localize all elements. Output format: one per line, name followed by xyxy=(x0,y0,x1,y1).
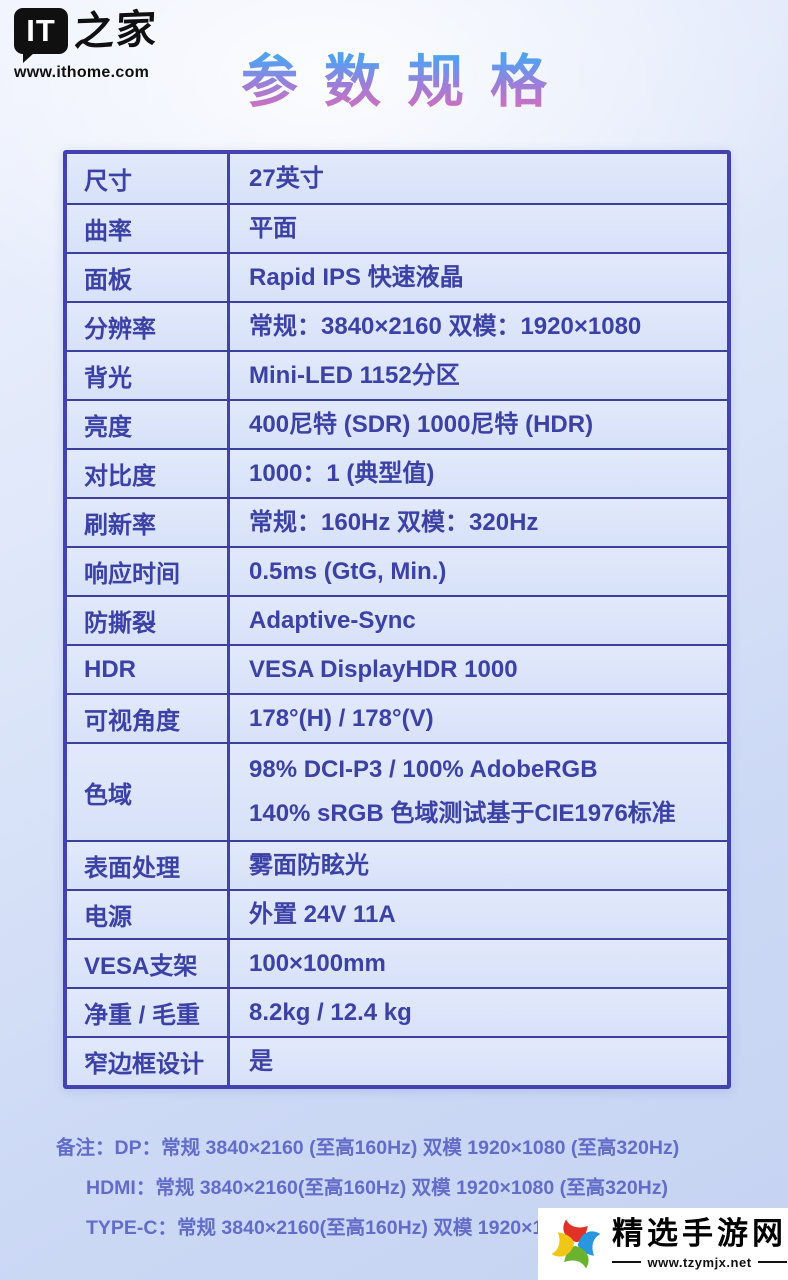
footnote-line: HDMI：常规 3840×2160(至高160Hz) 双模 1920×1080 … xyxy=(86,1177,669,1199)
table-row: 对比度 1000：1 (典型值) xyxy=(67,448,727,497)
spec-value: 27英寸 xyxy=(249,164,324,192)
spec-label: 窄边框设计 xyxy=(67,1038,230,1085)
watermark-site-url: www.tzymjx.net xyxy=(647,1254,752,1270)
watermark-dash-left xyxy=(612,1261,642,1264)
spec-label: 响应时间 xyxy=(67,548,230,595)
spec-label: 防撕裂 xyxy=(67,597,230,644)
spec-value: Adaptive-Sync xyxy=(249,606,416,634)
pinwheel-logo-icon xyxy=(551,1219,601,1269)
spec-value: 雾面防眩光 xyxy=(249,851,369,879)
spec-value: 400尼特 (SDR) 1000尼特 (HDR) xyxy=(249,410,594,438)
table-row: VESA支架 100×100mm xyxy=(67,938,727,987)
spec-value: Mini-LED 1152分区 xyxy=(249,361,460,389)
spec-value: 常规：160Hz 双模：320Hz xyxy=(249,508,539,536)
table-row: 可视角度 178°(H) / 178°(V) xyxy=(67,693,727,742)
watermark: 精选手游网 www.tzymjx.net xyxy=(538,1208,788,1280)
table-row: 色域 98% DCI-P3 / 100% AdobeRGB 140% sRGB 色域… xyxy=(67,742,727,840)
spec-label: 刷新率 xyxy=(67,499,230,546)
table-row: 防撕裂 Adaptive-Sync xyxy=(67,595,727,644)
spec-value: 178°(H) / 178°(V) xyxy=(249,704,434,732)
spec-label: 尺寸 xyxy=(67,154,230,203)
spec-value: Rapid IPS 快速液晶 xyxy=(249,263,464,291)
table-row: 净重 / 毛重 8.2kg / 12.4 kg xyxy=(67,987,727,1036)
watermark-site-name: 精选手游网 xyxy=(612,1216,787,1252)
spec-value: VESA DisplayHDR 1000 xyxy=(249,655,518,683)
spec-label: 背光 xyxy=(67,352,230,399)
table-row: 窄边框设计是 xyxy=(67,1036,727,1085)
spec-label: 分辨率 xyxy=(67,303,230,350)
spec-value: 8.2kg / 12.4 kg xyxy=(249,998,412,1026)
spec-label: 电源 xyxy=(67,891,230,938)
table-row: 亮度 400尼特 (SDR) 1000尼特 (HDR) xyxy=(67,399,727,448)
spec-value: 外置 24V 11A xyxy=(249,900,396,928)
table-row: 刷新率 常规：160Hz 双模：320Hz xyxy=(67,497,727,546)
page-title: 参数规格 xyxy=(0,36,788,118)
table-row: 背光 Mini-LED 1152分区 xyxy=(67,350,727,399)
spec-value: 100×100mm xyxy=(249,949,386,977)
table-row: 分辨率 常规：3840×2160 双模：1920×1080 xyxy=(67,301,727,350)
spec-label: 净重 / 毛重 xyxy=(67,989,230,1036)
spec-label: 可视角度 xyxy=(67,695,230,742)
spec-label: HDR xyxy=(67,646,230,693)
spec-label: 面板 xyxy=(67,254,230,301)
ithome-logo-text: IT xyxy=(26,13,56,48)
spec-label: 色域 xyxy=(67,744,230,840)
spec-value: 常规：3840×2160 双模：1920×1080 xyxy=(249,312,642,340)
spec-label: 曲率 xyxy=(67,205,230,252)
ithome-website-url: www.ithome.com xyxy=(14,64,158,82)
spec-table: 尺寸 27英寸 曲率 平面 面板 Rapid IPS 快速液晶 分辨率 常规：3840×216… xyxy=(63,150,731,1089)
spec-value: 平面 xyxy=(249,214,297,242)
table-row: 尺寸 27英寸 xyxy=(67,154,727,203)
table-row: 曲率 平面 xyxy=(67,203,727,252)
watermark-dash-right xyxy=(757,1261,788,1264)
spec-value: 0.5ms (GtG, Min.) xyxy=(249,557,447,585)
spec-label: 对比度 xyxy=(67,450,230,497)
spec-value: 1000：1 (典型值) xyxy=(249,459,435,487)
table-row: 面板 Rapid IPS 快速液晶 xyxy=(67,252,727,301)
spec-value: 是 xyxy=(249,1047,273,1075)
table-row: 响应时间 0.5ms (GtG, Min.) xyxy=(67,546,727,595)
spec-label: VESA支架 xyxy=(67,940,230,987)
spec-value: 98% DCI-P3 / 100% AdobeRGB 140% sRGB 色域测试… xyxy=(249,756,676,827)
table-row: HDR VESA DisplayHDR 1000 xyxy=(67,644,727,693)
ithome-logo: IT 之家 www.ithome.com xyxy=(14,5,159,82)
footnote-line: 备注：DP：常规 3840×2160 (至高160Hz) 双模 1920×108… xyxy=(56,1137,680,1159)
table-row: 电源 外置 24V 11A xyxy=(67,889,727,938)
table-row: 表面处理 雾面防眩光 xyxy=(67,840,727,889)
spec-label: 表面处理 xyxy=(67,842,230,889)
ithome-logo-icon: IT xyxy=(14,8,68,63)
spec-label: 亮度 xyxy=(67,401,230,448)
spec-table-body: 尺寸 27英寸 曲率 平面 面板 Rapid IPS 快速液晶 分辨率 常规：3840×216… xyxy=(67,154,727,1085)
